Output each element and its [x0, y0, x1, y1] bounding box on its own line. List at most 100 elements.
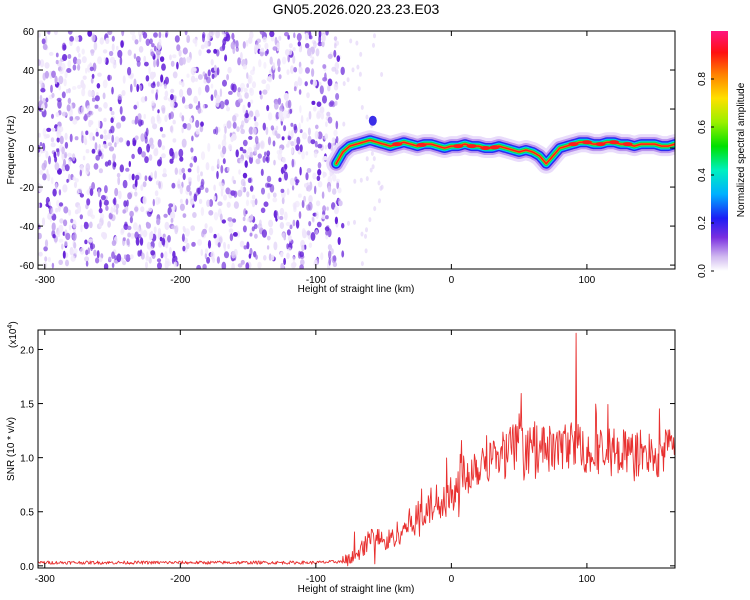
noise-speckle	[159, 126, 163, 132]
noise-speckle	[152, 123, 158, 130]
noise-speckle	[38, 59, 41, 67]
noise-speckle	[129, 74, 134, 80]
noise-speckle	[119, 164, 125, 173]
ridge-peak	[416, 142, 427, 147]
noise-speckle	[144, 136, 148, 144]
noise-speckle	[279, 207, 285, 216]
noise-speckle	[91, 182, 95, 190]
noise-speckle	[251, 81, 257, 89]
noise-speckle	[171, 225, 176, 230]
noise-speckle	[266, 245, 270, 250]
noise-speckle	[124, 221, 128, 227]
noise-speckle	[50, 208, 54, 216]
noise-speckle	[275, 125, 279, 131]
noise-speckle	[337, 237, 341, 245]
noise-speckle	[313, 259, 318, 267]
noise-speckle	[46, 127, 52, 132]
noise-speckle	[70, 103, 73, 113]
noise-speckle	[69, 133, 73, 143]
noise-speckle	[283, 125, 287, 132]
noise-speckle	[145, 261, 148, 269]
noise-speckle	[300, 115, 304, 124]
noise-speckle	[349, 38, 353, 44]
noise-speckle	[357, 86, 361, 92]
noise-speckle	[60, 62, 66, 71]
noise-speckle	[151, 100, 155, 106]
noise-speckle	[179, 203, 185, 211]
noise-speckle	[308, 242, 313, 248]
noise-speckle	[169, 111, 174, 119]
noise-speckle	[286, 188, 290, 196]
noise-speckle	[42, 72, 47, 81]
noise-speckle	[179, 112, 183, 119]
noise-speckle	[249, 151, 253, 158]
noise-speckle	[266, 175, 272, 183]
noise-speckle	[290, 122, 294, 127]
noise-speckle	[186, 73, 190, 78]
noise-speckle	[64, 151, 68, 159]
noise-speckle	[261, 229, 267, 238]
noise-speckle	[168, 203, 174, 208]
noise-speckle	[42, 43, 48, 51]
noise-speckle	[322, 64, 327, 69]
noise-speckle	[84, 239, 88, 245]
noise-speckle	[182, 123, 188, 129]
noise-speckle	[73, 181, 78, 189]
noise-speckle	[80, 224, 83, 233]
noise-speckle	[289, 177, 295, 186]
noise-speckle	[223, 251, 230, 259]
noise-speckle	[77, 204, 82, 214]
noise-speckle	[144, 95, 148, 102]
noise-speckle	[261, 187, 265, 195]
noise-speckle	[196, 165, 200, 174]
colorbar-tick-label: 0.6	[697, 120, 708, 134]
ridge-peak	[489, 145, 500, 150]
noise-speckle	[322, 171, 326, 179]
noise-speckle	[41, 217, 46, 226]
noise-speckle	[305, 151, 309, 156]
noise-speckle	[97, 56, 103, 65]
noise-speckle	[230, 83, 235, 91]
top-y-tick-label: -20	[20, 183, 35, 194]
noise-speckle	[237, 57, 242, 66]
bottom-plot-frame	[37, 329, 676, 569]
noise-speckle	[327, 185, 332, 193]
noise-speckle	[220, 164, 224, 174]
noise-speckle	[116, 172, 121, 178]
noise-speckle	[150, 230, 154, 240]
noise-speckle	[162, 33, 165, 38]
noise-speckle	[186, 56, 191, 63]
noise-speckle	[129, 31, 136, 35]
noise-speckle	[181, 126, 184, 134]
noise-speckle	[304, 183, 308, 188]
noise-speckle	[66, 68, 72, 73]
noise-speckle	[150, 250, 156, 256]
noise-speckle	[58, 202, 64, 207]
noise-speckle	[287, 99, 292, 109]
noise-speckle	[269, 31, 275, 38]
noise-speckle	[252, 127, 257, 136]
noise-speckle	[337, 187, 342, 194]
noise-speckle	[251, 194, 256, 200]
noise-speckle	[200, 171, 203, 177]
noise-speckle	[254, 146, 258, 155]
noise-speckle	[116, 253, 122, 263]
noise-speckle	[111, 262, 115, 269]
top-x-tick-label: -300	[35, 275, 55, 286]
ridge-peak	[453, 144, 464, 149]
noise-speckle	[134, 178, 138, 188]
noise-speckle	[158, 38, 162, 46]
noise-speckle	[262, 89, 268, 95]
noise-speckle	[311, 216, 315, 222]
noise-speckle	[230, 41, 235, 50]
noise-speckle	[308, 201, 313, 211]
noise-speckle	[251, 199, 256, 208]
noise-speckle	[90, 50, 95, 56]
noise-speckle	[166, 261, 172, 267]
noise-speckle	[72, 64, 77, 71]
noise-speckle	[223, 33, 227, 38]
noise-speckle	[136, 83, 140, 93]
noise-speckle	[169, 158, 174, 164]
noise-speckle	[58, 75, 64, 85]
top-y-tick-label: 60	[23, 27, 35, 38]
